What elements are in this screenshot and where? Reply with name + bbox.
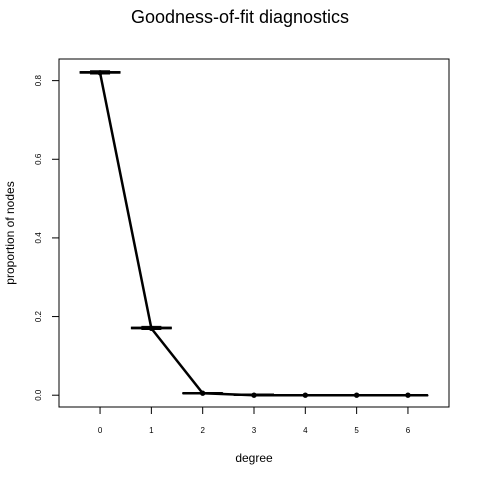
observed-point <box>199 390 206 396</box>
y-axis-label: proportion of nodes <box>3 181 17 284</box>
y-tick-label: 0.6 <box>34 153 43 165</box>
observed-point <box>302 392 309 398</box>
y-tick-label: 0.8 <box>34 75 43 87</box>
x-tick-label: 4 <box>303 426 308 435</box>
y-tick-label: 0.4 <box>34 232 43 244</box>
x-tick-label: 6 <box>406 426 411 435</box>
x-tick-label: 2 <box>200 426 205 435</box>
chart-title: Goodness-of-fit diagnostics <box>131 7 349 27</box>
observed-point <box>97 70 103 76</box>
observed-point <box>405 392 411 398</box>
x-tick-label: 0 <box>98 426 103 435</box>
x-tick-label: 5 <box>354 426 359 435</box>
observed-point <box>251 392 257 398</box>
y-tick-label: 0.0 <box>34 389 43 401</box>
observed-series <box>97 70 411 398</box>
observed-point <box>148 325 155 332</box>
x-axis: 0 1 2 3 4 5 6 <box>98 406 411 435</box>
y-tick-label: 0.2 <box>34 310 43 322</box>
y-axis: 0.0 0.2 0.4 0.6 0.8 <box>34 75 60 401</box>
x-axis-label: degree <box>235 451 273 465</box>
x-tick-label: 3 <box>252 426 257 435</box>
observed-point <box>353 392 360 398</box>
x-tick-label: 1 <box>149 426 154 435</box>
